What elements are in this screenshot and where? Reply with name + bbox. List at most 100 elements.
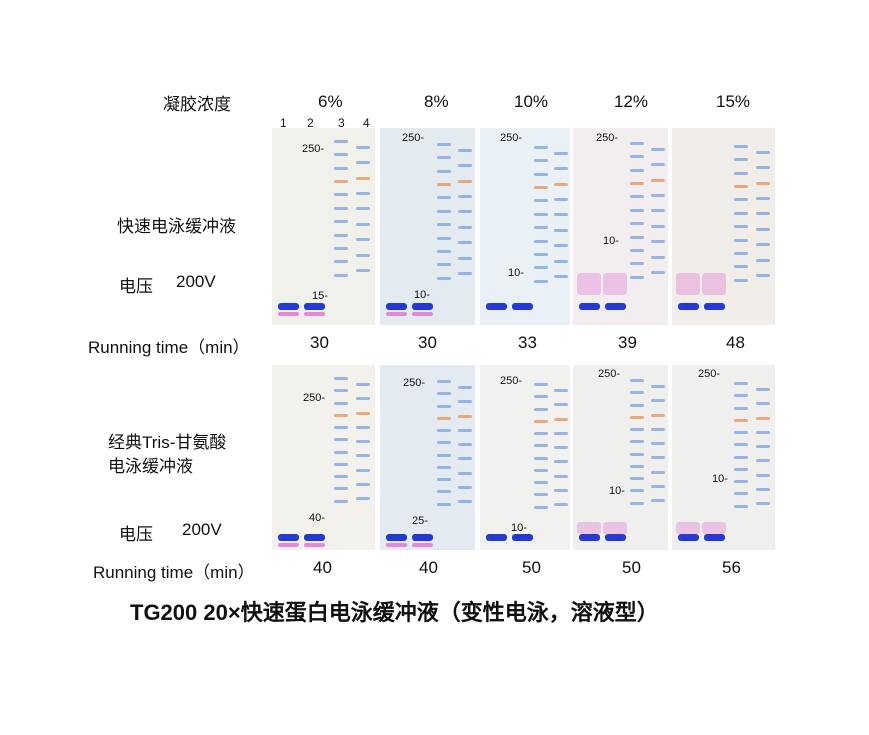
marker-band [437, 416, 451, 420]
marker-band [733, 431, 748, 435]
marker-band [457, 457, 472, 461]
marker-band [437, 223, 451, 227]
marker-band [437, 392, 451, 396]
marker-band [553, 213, 568, 217]
marker-band [437, 404, 451, 408]
marker-band [437, 441, 451, 445]
marker-band [437, 143, 451, 146]
marker-band [457, 471, 472, 475]
marker-band [630, 142, 644, 145]
marker-size-label: 250- [500, 132, 523, 144]
marker-band [733, 455, 748, 459]
marker-band [553, 417, 568, 421]
gel-image [672, 128, 775, 325]
marker-band [733, 251, 748, 255]
dye-band [412, 534, 433, 541]
marker-size-label: 10- [414, 289, 430, 301]
marker-band [333, 487, 348, 491]
dye-band [605, 303, 626, 310]
concentration-12: 12% [614, 92, 649, 111]
marker-band [437, 429, 451, 433]
marker-size-label: 25- [412, 515, 428, 527]
marker-band [630, 464, 644, 468]
marker-band [534, 383, 548, 386]
marker-band [333, 260, 348, 264]
marker-band [756, 258, 771, 262]
marker-band [457, 164, 472, 168]
marker-band [356, 222, 371, 226]
marker-band [356, 192, 371, 196]
dye-cloud [603, 273, 627, 295]
marker-band [630, 391, 644, 395]
marker-band [756, 402, 771, 406]
marker-band [756, 197, 771, 201]
marker-size-label: 250- [302, 143, 325, 155]
marker-band [333, 206, 348, 210]
marker-band [733, 158, 748, 162]
marker-band [356, 440, 371, 444]
marker-band [437, 183, 451, 187]
marker-band [356, 383, 371, 386]
marker-band [356, 268, 371, 272]
marker-band [553, 152, 568, 155]
marker-band [333, 450, 348, 454]
gel-image: 250- 25- [380, 365, 475, 550]
gel-image: 250- 10- [573, 365, 668, 550]
marker-band [534, 199, 548, 203]
voltage-label: 电压 [119, 277, 153, 296]
marker-size-label: 15- [312, 290, 328, 302]
marker-band [333, 413, 348, 417]
marker-band [733, 265, 748, 269]
marker-band [437, 156, 451, 160]
marker-band [650, 209, 665, 213]
marker-band [650, 484, 665, 488]
marker-band [756, 212, 771, 216]
marker-band [457, 210, 472, 214]
marker-band [356, 176, 371, 180]
concentration-15: 15% [716, 92, 751, 111]
marker-band [437, 502, 451, 506]
marker-band [437, 276, 451, 280]
marker-band [356, 454, 371, 458]
marker-band [437, 249, 451, 253]
concentration-8: 8% [424, 92, 449, 111]
marker-band [733, 382, 748, 385]
marker-band [437, 236, 451, 240]
marker-band [457, 225, 472, 229]
running-time-value: 30 [310, 333, 329, 352]
marker-band [553, 474, 568, 478]
dye-band [512, 303, 533, 310]
marker-band [534, 481, 548, 485]
marker-band [630, 262, 644, 266]
marker-band [733, 492, 748, 496]
dye-band [412, 543, 433, 547]
marker-band [630, 415, 644, 419]
marker-band [650, 456, 665, 460]
marker-size-label: 250- [303, 392, 326, 404]
running-time-value: 40 [419, 558, 438, 577]
gel-image: 250- 10- [380, 128, 475, 325]
dye-band [512, 534, 533, 541]
dye-band [386, 534, 407, 541]
marker-band [553, 488, 568, 492]
marker-band [437, 490, 451, 494]
gel-concentration-label: 凝胶浓度 [163, 95, 231, 114]
marker-band [333, 180, 348, 184]
marker-band [553, 259, 568, 263]
marker-band [733, 198, 748, 202]
dye-cloud [603, 522, 627, 534]
marker-band [437, 453, 451, 457]
classic-buffer-label-line1: 经典Tris-甘氨酸 [108, 433, 227, 452]
marker-band [457, 443, 472, 447]
gel-image: 250- 10- [480, 365, 570, 550]
marker-band [553, 446, 568, 450]
dye-cloud [577, 273, 601, 295]
marker-band [630, 440, 644, 444]
dye-band [704, 303, 725, 310]
dye-band [486, 534, 507, 541]
running-time-label: Running time（min） [93, 563, 255, 582]
marker-band [553, 244, 568, 248]
marker-band [457, 241, 472, 245]
marker-band [756, 473, 771, 477]
marker-band [534, 444, 548, 448]
